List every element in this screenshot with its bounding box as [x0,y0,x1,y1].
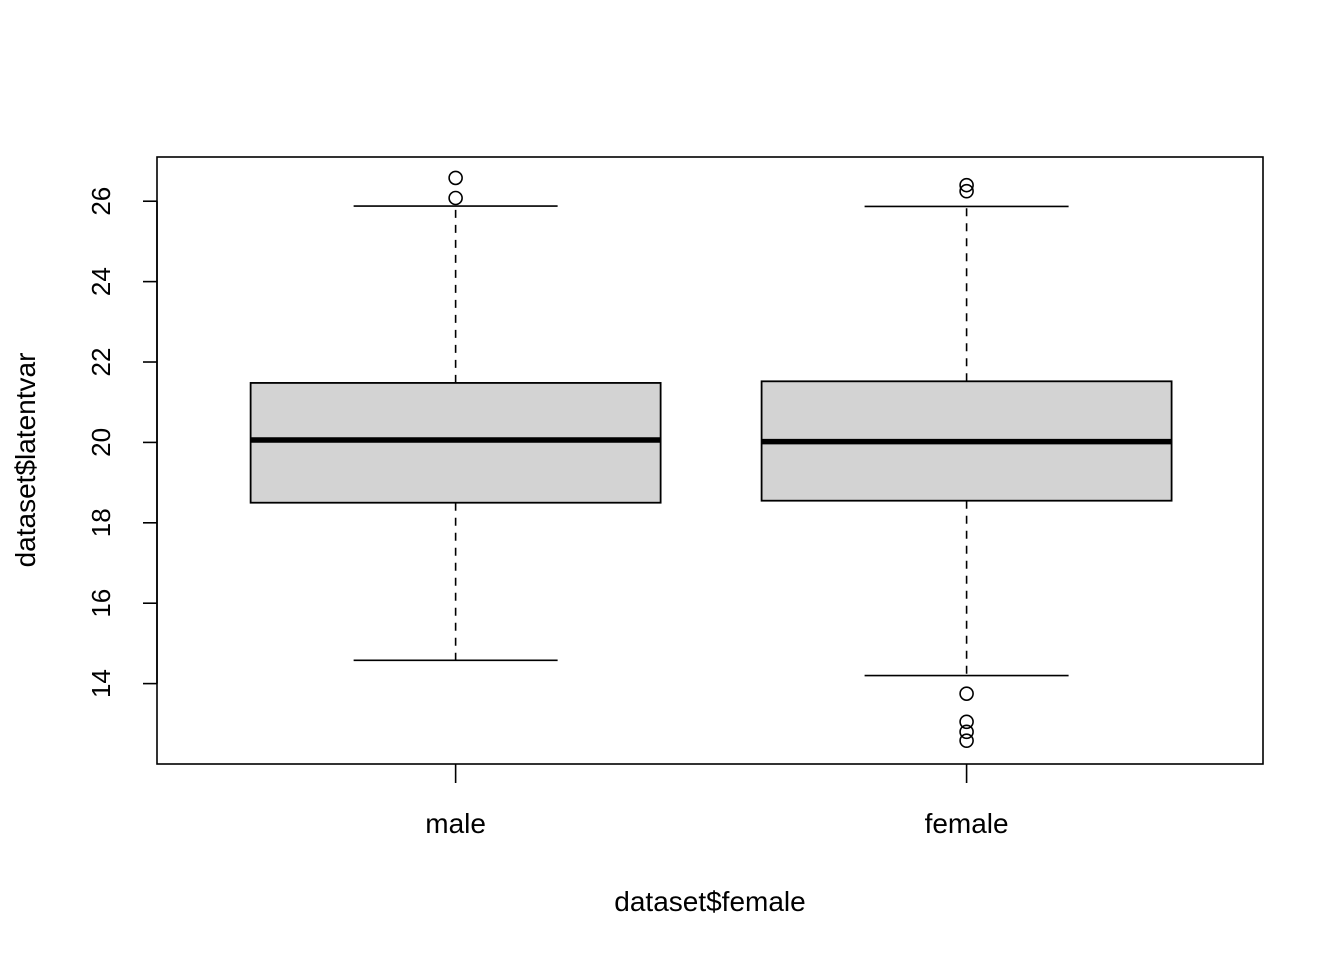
outlier-point-male-0 [448,190,463,206]
box-male [249,170,662,662]
outlier-point-male-1 [448,170,463,186]
y-axis: 14 16 18 20 22 24 26 [86,187,158,698]
y-tick-label-24: 24 [86,267,116,296]
outlier-point-female-5 [959,733,974,748]
outlier-point-female-4 [959,724,974,740]
y-tick-label-22: 22 [86,348,116,377]
outlier-point-female-2 [959,686,974,701]
x-axis-title: dataset$female [614,886,805,917]
outlier-point-female-0 [959,183,974,199]
box-series [249,170,1173,748]
outlier-point-female-1 [959,177,974,193]
box-female [760,177,1173,748]
y-tick-label-14: 14 [86,669,116,698]
outlier-point-female-3 [959,714,974,730]
y-tick-label-18: 18 [86,508,116,537]
box-rect-male [249,382,662,504]
y-tick-label-16: 16 [86,589,116,618]
y-tick-label-26: 26 [86,187,116,216]
x-tick-label-female: female [925,808,1009,839]
y-axis-title: dataset$latentvar [10,353,41,568]
x-axis: male female [425,764,1009,839]
x-tick-label-male: male [425,808,486,839]
y-tick-label-20: 20 [86,428,116,457]
